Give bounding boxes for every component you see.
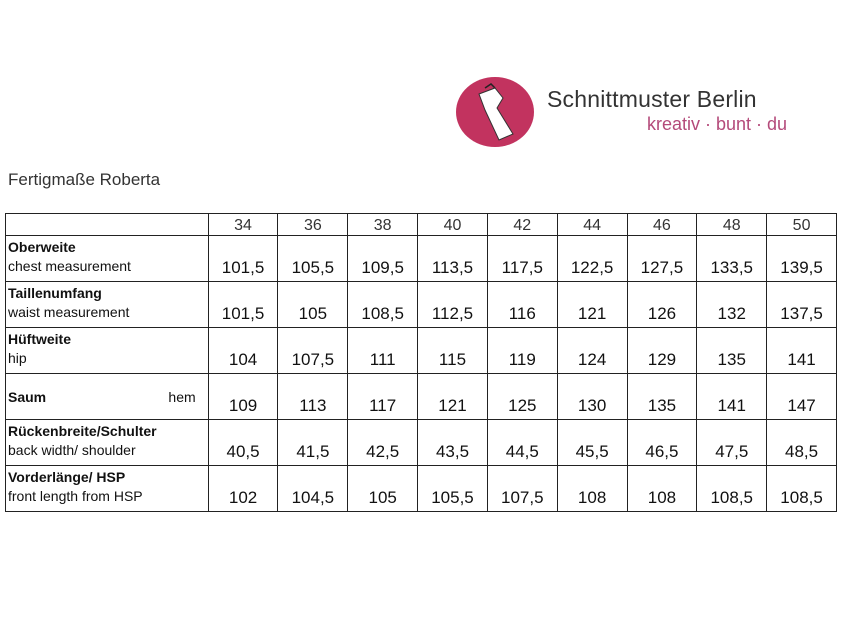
value-cell: 111 xyxy=(347,327,419,374)
table-row: Vorderlänge/ HSP front length from HSP 102… xyxy=(5,465,837,512)
brand-logo xyxy=(456,77,534,147)
row-label-de: Oberweite xyxy=(8,239,76,255)
value-cell: 125 xyxy=(486,373,558,420)
value-cell: 113,5 xyxy=(417,235,488,282)
value-cell: 105,5 xyxy=(277,235,349,282)
value-cell: 124 xyxy=(556,327,628,374)
brand-tagline: kreativ · bunt · du xyxy=(647,114,788,134)
value-cell: 108 xyxy=(626,465,698,512)
value-cell: 46,5 xyxy=(626,419,698,466)
table-row: Oberweite chest measurement 101,5 105,5 109,… xyxy=(5,235,837,282)
header-row: 34 36 38 40 42 44 46 48 50 xyxy=(5,213,837,236)
value-cell: 113 xyxy=(277,373,349,420)
value-cell: 105,5 xyxy=(417,465,488,512)
value-cell: 133,5 xyxy=(696,235,768,282)
value-cell: 101,5 xyxy=(207,235,279,282)
value-cell: 117 xyxy=(347,373,419,420)
size-header: 38 xyxy=(347,213,419,236)
table-row: Rückenbreite/Schulter back width/ shoulde… xyxy=(5,419,837,466)
value-cell: 108,5 xyxy=(696,465,768,512)
row-label-en: front length from HSP xyxy=(8,488,143,504)
size-header: 40 xyxy=(417,213,488,236)
row-label-de: Hüftweite xyxy=(8,331,71,347)
row-label-de: Taillenumfang xyxy=(8,285,102,301)
size-header: 34 xyxy=(207,213,279,236)
size-table: 34 36 38 40 42 44 46 48 50 Oberweite chest measure… xyxy=(5,213,837,512)
row-label-de: Rückenbreite/Schulter xyxy=(8,423,157,439)
size-header: 46 xyxy=(626,213,698,236)
value-cell: 48,5 xyxy=(766,419,837,466)
value-cell: 135 xyxy=(626,373,698,420)
value-cell: 132 xyxy=(696,281,768,328)
value-cell: 101,5 xyxy=(207,281,279,328)
row-label: Vorderlänge/ HSP front length from HSP xyxy=(5,465,209,512)
value-cell: 116 xyxy=(486,281,558,328)
value-cell: 109 xyxy=(207,373,279,420)
row-label-de: Vorderlänge/ HSP xyxy=(8,469,126,485)
value-cell: 108,5 xyxy=(347,281,419,328)
page-title: Fertigmaße Roberta xyxy=(8,170,161,189)
value-cell: 47,5 xyxy=(696,419,768,466)
table-row: Taillenumfang waist measurement 101,5 105 10… xyxy=(5,281,837,328)
row-label-en: hem xyxy=(168,389,196,405)
row-label: Hüftweite hip xyxy=(5,327,209,374)
value-cell: 42,5 xyxy=(347,419,419,466)
corner-cell xyxy=(5,213,209,236)
dress-on-hanger-icon xyxy=(478,83,514,141)
value-cell: 141 xyxy=(766,327,837,374)
value-cell: 117,5 xyxy=(486,235,558,282)
value-cell: 104 xyxy=(207,327,279,374)
value-cell: 40,5 xyxy=(207,419,279,466)
value-cell: 107,5 xyxy=(277,327,349,374)
size-header: 48 xyxy=(696,213,768,236)
value-cell: 126 xyxy=(626,281,698,328)
value-cell: 105 xyxy=(277,281,349,328)
row-label: Oberweite chest measurement xyxy=(5,235,209,282)
row-label: Saum hem xyxy=(5,373,209,420)
row-label-en: chest measurement xyxy=(8,258,131,274)
value-cell: 45,5 xyxy=(556,419,628,466)
value-cell: 108 xyxy=(556,465,628,512)
value-cell: 44,5 xyxy=(486,419,558,466)
size-header: 36 xyxy=(277,213,349,236)
value-cell: 147 xyxy=(766,373,837,420)
row-label-en: waist measurement xyxy=(8,304,130,320)
value-cell: 112,5 xyxy=(417,281,488,328)
value-cell: 108,5 xyxy=(766,465,837,512)
value-cell: 135 xyxy=(696,327,768,374)
row-label: Taillenumfang waist measurement xyxy=(5,281,209,328)
value-cell: 122,5 xyxy=(556,235,628,282)
value-cell: 127,5 xyxy=(626,235,698,282)
value-cell: 107,5 xyxy=(486,465,558,512)
value-cell: 129 xyxy=(626,327,698,374)
value-cell: 121 xyxy=(417,373,488,420)
row-label-en: back width/ shoulder xyxy=(8,442,136,458)
value-cell: 43,5 xyxy=(417,419,488,466)
table-row: Saum hem 109 113 117 121 125 130 135 141 147 xyxy=(5,373,837,420)
size-header: 42 xyxy=(486,213,558,236)
row-label-en: hip xyxy=(8,350,27,366)
value-cell: 139,5 xyxy=(766,235,837,282)
value-cell: 141 xyxy=(696,373,768,420)
value-cell: 41,5 xyxy=(277,419,349,466)
value-cell: 137,5 xyxy=(766,281,837,328)
value-cell: 104,5 xyxy=(277,465,349,512)
table-row: Hüftweite hip 104 107,5 111 115 119 124 129 135 14… xyxy=(5,327,837,374)
value-cell: 109,5 xyxy=(347,235,419,282)
value-cell: 105 xyxy=(347,465,419,512)
value-cell: 119 xyxy=(486,327,558,374)
value-cell: 115 xyxy=(417,327,488,374)
size-header: 50 xyxy=(766,213,837,236)
brand-name: Schnittmuster Berlin xyxy=(547,86,757,112)
value-cell: 102 xyxy=(207,465,279,512)
row-label-de: Saum hem xyxy=(8,389,196,405)
value-cell: 130 xyxy=(556,373,628,420)
value-cell: 121 xyxy=(556,281,628,328)
size-header: 44 xyxy=(556,213,628,236)
row-label: Rückenbreite/Schulter back width/ shoulde… xyxy=(5,419,209,466)
